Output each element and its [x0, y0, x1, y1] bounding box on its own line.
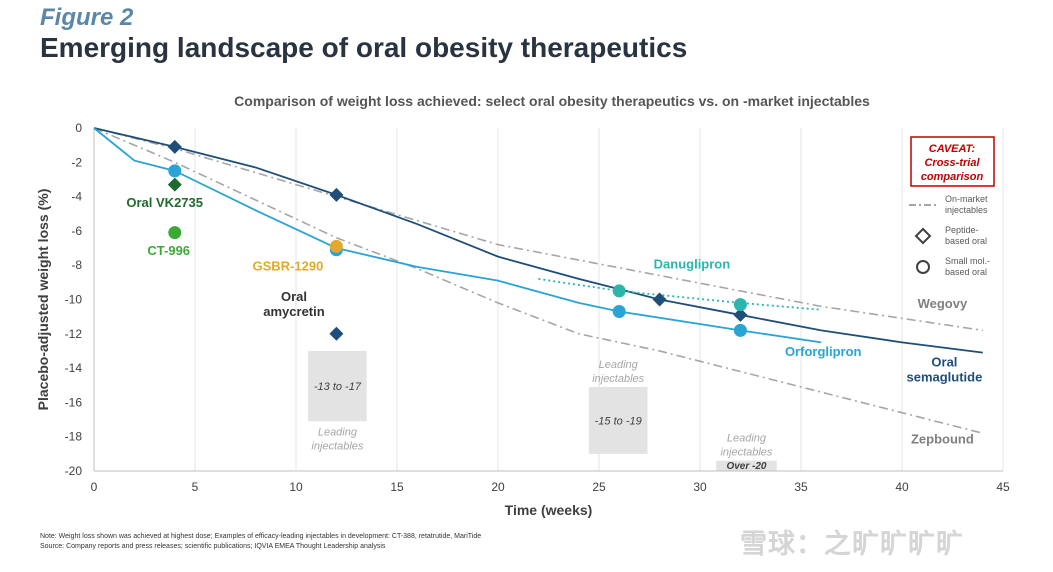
x-tick-label: 35: [794, 480, 808, 494]
x-tick-label: 40: [895, 480, 909, 494]
y-tick-label: -12: [65, 327, 83, 341]
series-label: Oral VK2735: [126, 195, 203, 210]
y-tick-label: 0: [75, 121, 82, 135]
y-tick-label: -16: [65, 395, 83, 409]
caveat-box: [910, 136, 995, 187]
injectable-range-label: -15 to -19: [595, 415, 642, 427]
legend-label: On-market: [945, 194, 988, 204]
diamond-marker: [167, 139, 182, 154]
leading-injectables-label: injectables: [311, 440, 363, 452]
injectable-box: [588, 386, 648, 454]
series-line-zepbound: [93, 127, 983, 435]
caveat-text: Cross-trial: [924, 157, 980, 169]
diamond-marker: [733, 307, 748, 322]
legend-label: injectables: [945, 205, 988, 215]
diamond-marker: [329, 326, 344, 341]
diamond-marker: [329, 187, 344, 202]
series-line-danuglipron: [538, 278, 822, 311]
y-tick-label: -6: [71, 224, 82, 238]
x-tick-label: 20: [491, 480, 505, 494]
legend-diamond-symbol: [914, 227, 932, 245]
caveat-text: comparison: [921, 171, 984, 183]
chart-title: Comparison of weight loss achieved: sele…: [234, 93, 870, 109]
y-tick-label: -14: [65, 361, 83, 375]
series-line-oral-semaglutide: [93, 127, 983, 354]
note-text: Note: Weight loss shown was achieved at …: [40, 533, 482, 540]
legend-label: based oral: [945, 267, 987, 277]
y-tick-label: -10: [65, 293, 83, 307]
x-axis-label: Time (weeks): [505, 502, 593, 518]
circle-marker: [612, 305, 626, 319]
leading-injectables-label: Leading: [599, 359, 639, 371]
x-tick-label: 15: [390, 480, 404, 494]
y-tick-label: -20: [65, 464, 83, 478]
circle-marker: [168, 226, 182, 240]
leading-injectables-label: Leading: [318, 426, 358, 438]
x-tick-label: 45: [996, 480, 1010, 494]
y-tick-label: -4: [71, 190, 82, 204]
injectable-box: [716, 460, 777, 471]
x-tick-label: 0: [91, 480, 98, 494]
leading-injectables-label: injectables: [592, 373, 644, 385]
figure-label: Figure 2: [40, 4, 134, 31]
x-tick-label: 30: [693, 480, 707, 494]
series-line-wegovy: [93, 127, 983, 332]
series-label: Danuglipron: [654, 257, 731, 272]
leading-injectables-label: Leading: [727, 433, 767, 445]
diamond-marker: [652, 292, 667, 307]
caveat-text: CAVEAT:: [929, 143, 976, 155]
x-tick-label: 25: [592, 480, 606, 494]
source-text: Source: Company reports and press releas…: [40, 543, 386, 550]
injectable-range-label: -13 to -17: [314, 381, 362, 393]
x-tick-label: 5: [192, 480, 199, 494]
series-label: CT-996: [147, 243, 190, 258]
series-label: semaglutide: [906, 369, 982, 384]
circle-marker: [329, 239, 343, 253]
series-label: amycretin: [263, 304, 324, 319]
series-label: Wegovy: [918, 296, 968, 311]
series-label: GSBR-1290: [253, 258, 324, 273]
circle-marker: [733, 323, 747, 337]
figure-title: Emerging landscape of oral obesity thera…: [40, 32, 688, 63]
y-tick-label: -18: [65, 430, 83, 444]
series-label: Zepbound: [911, 432, 974, 447]
legend-label: based oral: [945, 236, 987, 246]
circle-marker: [733, 298, 747, 312]
circle-marker: [168, 164, 182, 178]
y-axis-label: Placebo-adjusted weight loss (%): [35, 189, 51, 411]
y-tick-label: -2: [71, 155, 82, 169]
series-line-orforglipron: [93, 127, 822, 344]
series-label: Orforglipron: [785, 344, 862, 359]
y-tick-label: -8: [71, 258, 82, 272]
legend-label: Small mol.-: [945, 256, 990, 266]
injectable-box: [308, 350, 367, 422]
circle-marker: [612, 284, 626, 298]
series-label: Oral: [281, 289, 307, 304]
diamond-marker: [167, 177, 182, 192]
x-tick-label: 10: [289, 480, 303, 494]
watermark-text: 雪球：之旷旷旷旷: [740, 529, 964, 559]
leading-injectables-label: injectables: [720, 447, 772, 459]
injectable-range-label: Over -20: [726, 461, 766, 472]
legend-label: Peptide-: [945, 225, 979, 235]
legend-circle-symbol: [916, 260, 930, 274]
series-label: Oral: [931, 354, 957, 369]
